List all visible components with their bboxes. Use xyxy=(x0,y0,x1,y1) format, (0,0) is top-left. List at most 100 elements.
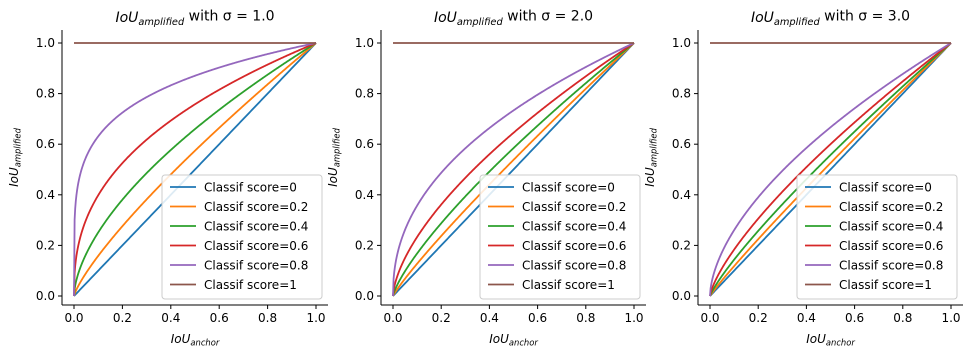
y-tick-label: 0.8 xyxy=(672,87,691,101)
x-tick-label: 0.6 xyxy=(845,311,864,325)
chart-title-rest: with σ = 2.0 xyxy=(503,9,593,25)
legend-box xyxy=(479,174,641,300)
legend-box xyxy=(796,174,958,300)
chart-title-rest: with σ = 1.0 xyxy=(184,9,274,25)
series-line-score-0-8 xyxy=(73,42,317,297)
y-tick-label: 0.2 xyxy=(36,238,55,252)
series-line-score-0-4 xyxy=(709,42,952,297)
series-line-score-0 xyxy=(392,42,635,297)
y-tick-label: 0.2 xyxy=(672,238,691,252)
x-tick-label: 0.8 xyxy=(576,311,595,325)
chart-title-sub: amplified xyxy=(138,17,185,28)
series-line-score-0-6 xyxy=(709,42,952,297)
x-axis-label-sub: anchor xyxy=(509,338,538,348)
legend-entry-label: Classif score=1 xyxy=(204,278,297,292)
legend-entry-label: Classif score=0 xyxy=(204,181,297,195)
x-axis-label: IoUanchor xyxy=(171,332,220,348)
x-tick-label: 0.4 xyxy=(797,311,816,325)
y-axis-label: IoUamplified xyxy=(7,127,23,186)
legend-entry-label: Classif score=0.6 xyxy=(204,239,308,253)
legend-entry-label: Classif score=0.2 xyxy=(522,200,626,214)
chart-panel-2: 0.0 0.2 0.4 0.6 0.8 1.00.00.20.40.60.81.0IoUa… xyxy=(326,9,646,348)
y-tick-label: 0.4 xyxy=(672,188,691,202)
chart-panel-1: 0.0 0.2 0.4 0.6 0.8 1.00.00.20.40.60.81.0IoUa… xyxy=(7,9,328,348)
x-tick-label: 0.0 xyxy=(383,311,402,325)
y-tick-label: 0.6 xyxy=(355,137,374,151)
x-tick-label: 0.0 xyxy=(700,311,719,325)
legend-entry-label: Classif score=0.6 xyxy=(522,239,626,253)
x-tick-label: 0.2 xyxy=(749,311,768,325)
legend-entry-label: Classif score=0.4 xyxy=(522,220,626,234)
series-line-score-0 xyxy=(709,42,952,297)
y-tick-label: 0.6 xyxy=(672,137,691,151)
x-tick-label: 0.2 xyxy=(432,311,451,325)
chart-title-rest: with σ = 3.0 xyxy=(820,9,910,25)
series-line-score-0-8 xyxy=(709,42,952,297)
x-axis-label-base: IoU xyxy=(171,332,191,346)
series-line-score-0-8 xyxy=(392,42,635,297)
y-tick-label: 1.0 xyxy=(672,36,691,50)
legend-entry-label: Classif score=0 xyxy=(522,181,615,195)
legend-box xyxy=(161,174,323,300)
x-tick-label: 1.0 xyxy=(941,311,960,325)
y-tick-label: 0.8 xyxy=(36,87,55,101)
x-tick-label: 0.2 xyxy=(113,311,132,325)
chart-title-base: IoU xyxy=(115,10,138,26)
y-axis-label-base: IoU xyxy=(326,167,340,187)
chart-title-base: IoU xyxy=(434,10,457,26)
series-line-score-0-2 xyxy=(392,42,635,297)
series-line-score-0-2 xyxy=(73,42,317,297)
y-tick-label: 0.0 xyxy=(355,289,374,303)
y-axis-label: IoUamplified xyxy=(643,127,659,186)
x-axis-label-sub: anchor xyxy=(826,338,855,348)
series-line-score-0-4 xyxy=(73,42,317,297)
legend-entry-label: Classif score=0.8 xyxy=(204,259,308,273)
legend-entry-label: Classif score=0.8 xyxy=(839,259,943,273)
legend-entry-label: Classif score=1 xyxy=(522,278,615,292)
y-axis-label: IoUamplified xyxy=(326,127,342,186)
legend-entry-label: Classif score=0.2 xyxy=(839,200,943,214)
y-axis-label-base: IoU xyxy=(643,167,657,187)
legend-entry-label: Classif score=0 xyxy=(839,181,932,195)
legend-entry-label: Classif score=0.2 xyxy=(204,200,308,214)
series-line-score-0-4 xyxy=(392,42,635,297)
legend-entry-label: Classif score=0.4 xyxy=(204,220,308,234)
y-axis-label-sub: amplified xyxy=(649,127,659,167)
legend: Classif score=0 Classif score=0.2 Classif … xyxy=(796,174,958,300)
x-axis-label-base: IoU xyxy=(806,332,826,346)
y-tick-label: 0.8 xyxy=(355,87,374,101)
x-axis-label: IoUanchor xyxy=(806,332,855,348)
legend-entry-label: Classif score=1 xyxy=(839,278,932,292)
series-line-score-0 xyxy=(73,42,317,297)
chart-title-sub: amplified xyxy=(457,17,504,28)
legend-entry-label: Classif score=0.4 xyxy=(839,220,943,234)
x-axis-label-base: IoU xyxy=(489,332,509,346)
chart-panel-3: 0.0 0.2 0.4 0.6 0.8 1.00.00.20.40.60.81.0IoUa… xyxy=(643,9,963,348)
y-axis-label-base: IoU xyxy=(7,167,21,187)
legend-entry-label: Classif score=0.6 xyxy=(839,239,943,253)
y-tick-label: 0.6 xyxy=(36,137,55,151)
legend: Classif score=0 Classif score=0.2 Classif … xyxy=(161,174,323,300)
series-line-score-0-2 xyxy=(709,42,952,297)
series-line-score-0-6 xyxy=(73,42,317,297)
y-tick-label: 0.4 xyxy=(355,188,374,202)
chart-title: IoUamplified with σ = 1.0 xyxy=(115,9,274,28)
y-axis-label-sub: amplified xyxy=(332,127,342,167)
legend-entry-label: Classif score=0.8 xyxy=(522,259,626,273)
x-tick-label: 0.6 xyxy=(528,311,547,325)
chart-title-base: IoU xyxy=(751,10,774,26)
x-tick-label: 1.0 xyxy=(306,311,325,325)
x-tick-label: 1.0 xyxy=(624,311,643,325)
x-tick-label: 0.0 xyxy=(64,311,83,325)
y-tick-label: 0.4 xyxy=(36,188,55,202)
series-line-score-0-6 xyxy=(392,42,635,297)
y-tick-label: 0.2 xyxy=(355,238,374,252)
x-tick-label: 0.8 xyxy=(893,311,912,325)
x-tick-label: 0.4 xyxy=(161,311,180,325)
x-tick-label: 0.8 xyxy=(258,311,277,325)
y-tick-label: 1.0 xyxy=(355,36,374,50)
y-tick-label: 0.0 xyxy=(36,289,55,303)
chart-title: IoUamplified with σ = 2.0 xyxy=(434,9,593,28)
x-tick-label: 0.6 xyxy=(210,311,229,325)
legend: Classif score=0 Classif score=0.2 Classif … xyxy=(479,174,641,300)
